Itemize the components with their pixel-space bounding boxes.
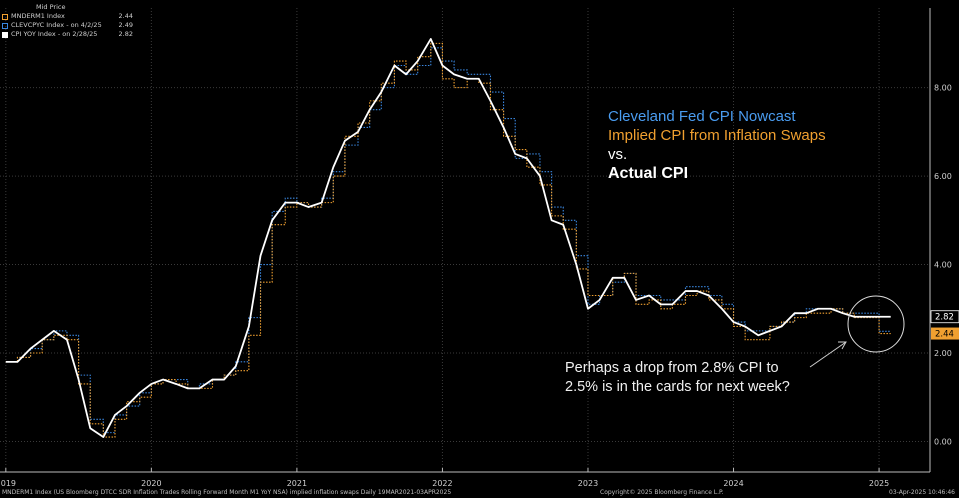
footer: MNDERM1 Index (US Bloomberg DTCC SDR Inf…	[0, 489, 959, 498]
legend-name: CLEVCPYC Index - on 4/2/25	[11, 21, 102, 29]
annotation-arrowhead	[838, 341, 847, 350]
legend-value: 2.49	[118, 21, 133, 29]
annotation-line: Perhaps a drop from 2.8% CPI to	[565, 360, 779, 376]
y-tick-label: 6.00	[934, 172, 952, 181]
legend-item: MNDERM1 Index 2.44	[2, 12, 133, 21]
y-tick-label: 0.00	[934, 437, 952, 446]
x-tick-label: 2020	[141, 479, 161, 488]
x-tick-label: 2025	[869, 479, 889, 488]
title-vs: vs.	[608, 146, 628, 163]
legend-swatch-icon	[2, 31, 8, 38]
legend-value: 2.82	[118, 30, 133, 38]
legend-name: CPI YOY Index - on 2/28/25	[11, 30, 98, 38]
legend-item: CPI YOY Index - on 2/28/25 2.82	[2, 30, 133, 39]
footer-copyright: Copyright© 2025 Bloomberg Finance L.P.	[600, 489, 724, 496]
series-line-cpi	[5, 38, 891, 438]
x-tick-label: 2024	[723, 479, 743, 488]
grid-lines	[0, 8, 930, 468]
last-value-label: 2.82	[935, 313, 954, 323]
axes: 0.00 2.00 4.00 6.00 8.00 2019 2020 2021 2022 2023…	[0, 8, 952, 488]
legend-swatch-icon	[2, 22, 8, 29]
last-value-tag	[930, 310, 959, 324]
legend-value: 2.44	[118, 12, 133, 20]
footer-source: MNDERM1 Index (US Bloomberg DTCC SDR Inf…	[2, 489, 452, 496]
x-tick-label: 2022	[432, 479, 452, 488]
legend-name: MNDERM1 Index	[11, 12, 65, 20]
legend-item: CLEVCPYC Index - on 4/2/25 2.49	[2, 21, 133, 30]
series-line-mnderm1	[5, 42, 891, 438]
last-value-label: 2.44	[935, 330, 954, 340]
title-nowcast: Cleveland Fed CPI Nowcast	[608, 108, 796, 125]
series-layer	[5, 38, 891, 438]
title-swaps: Implied CPI from Inflation Swaps	[608, 127, 826, 144]
x-tick-label: 2023	[578, 479, 598, 488]
highlight-circle	[847, 295, 905, 353]
last-value-tag	[931, 327, 959, 340]
legend: Mid Price MNDERM1 Index 2.44 CLEVCPYC In…	[2, 3, 133, 39]
footer-timestamp: 03-Apr-2025 10:46:46	[889, 489, 955, 496]
y-tick-label: 2.00	[934, 349, 952, 358]
last-value-tags: 2.82 2.44	[930, 310, 959, 340]
y-tick-label: 4.00	[934, 261, 952, 270]
x-tick-label: 2021	[287, 479, 307, 488]
y-tick-label: 8.00	[934, 84, 952, 93]
annotation-text: Perhaps a drop from 2.8% CPI to 2.5% is …	[565, 359, 825, 397]
x-tick-label: 2019	[0, 479, 16, 488]
title-actual: Actual CPI	[608, 165, 689, 182]
chart-title-block: Cleveland Fed CPI Nowcast Implied CPI fr…	[608, 107, 826, 183]
legend-swatch-icon	[2, 13, 8, 20]
legend-header: Mid Price	[36, 3, 66, 11]
annotation-arrow	[809, 341, 847, 368]
annotation-line: 2.5% is in the cards for next week?	[565, 379, 790, 395]
